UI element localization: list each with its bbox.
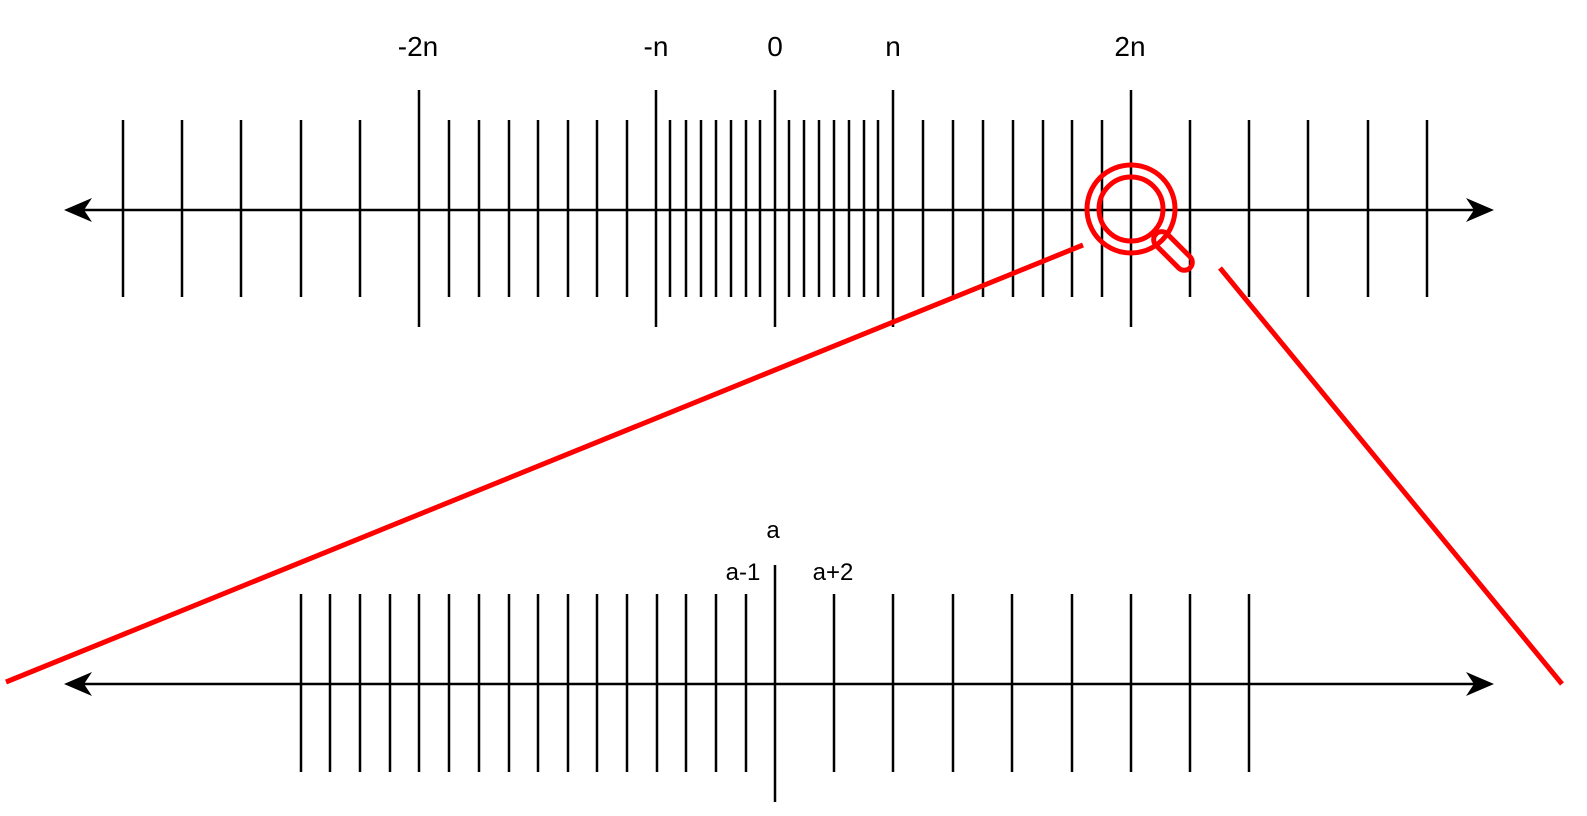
- top-label-2n: 2n: [1114, 31, 1145, 62]
- bottom-number-line: a a-1 a+2: [64, 517, 1494, 802]
- magnifier-icon: [1087, 165, 1196, 274]
- top-label-zero: 0: [767, 31, 783, 62]
- bottom-label-a-plus-2: a+2: [813, 559, 854, 586]
- bottom-label-a: a: [766, 517, 780, 544]
- top-number-line: -2n -n 0 n 2n: [64, 31, 1494, 327]
- zoom-connector-right: [1220, 268, 1562, 684]
- zoom-connector-left: [6, 245, 1083, 682]
- zoom-connectors: [6, 245, 1562, 684]
- top-label-neg-n: -n: [644, 31, 669, 62]
- top-label-neg-2n: -2n: [398, 31, 438, 62]
- top-label-n: n: [885, 31, 901, 62]
- bottom-label-a-minus-1: a-1: [726, 559, 761, 586]
- top-ticks: [123, 90, 1427, 327]
